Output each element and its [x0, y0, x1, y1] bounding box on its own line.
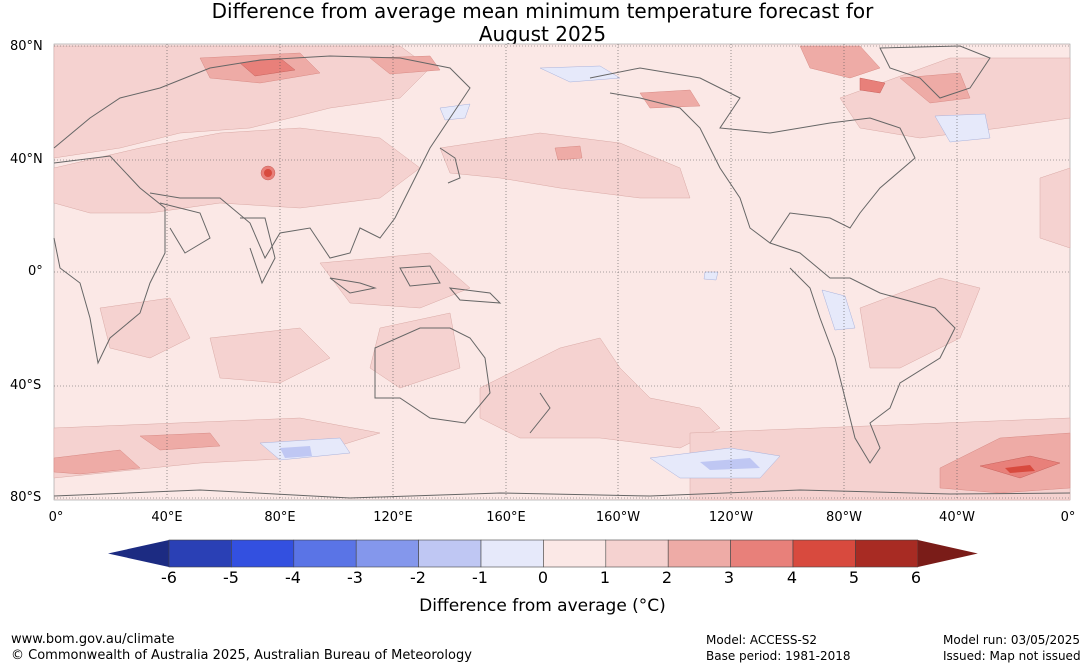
colorbar-tick: -6 — [161, 568, 177, 587]
map-area: 80°N 40°N 0° 40°S 80°S 0° 40°E 80°E 120°… — [0, 38, 1085, 528]
anomaly-4-5-regions — [264, 169, 1035, 473]
lat-label-40n: 40°N — [10, 152, 43, 167]
colorbar-cell — [355, 539, 419, 568]
colorbar-tick: 5 — [848, 568, 860, 587]
map-title: Difference from average mean minimum tem… — [0, 0, 1085, 46]
colorbar-cell — [855, 539, 919, 568]
footer-model: Model: ACCESS-S2 — [706, 633, 818, 647]
colorbar-tick: 1 — [599, 568, 611, 587]
footer-base-period: Base period: 1981-2018 — [706, 649, 851, 663]
footer-model-run: Model run: 03/05/2025 — [943, 633, 1081, 647]
coastlines — [53, 45, 1071, 499]
lon-label-80w: 80°W — [826, 510, 862, 525]
footer-issued: Issued: Map not issued — [943, 649, 1081, 663]
colorbar-cell — [418, 539, 482, 568]
graticule — [54, 44, 1070, 500]
colorbar-cell — [730, 539, 794, 568]
colorbar-tick: 6 — [910, 568, 922, 587]
lat-label-80n: 80°N — [10, 39, 43, 54]
colorbar-tick: 3 — [723, 568, 735, 587]
colorbar-tick: -4 — [285, 568, 301, 587]
lon-label-40w: 40°W — [939, 510, 975, 525]
colorbar-cell — [480, 539, 544, 568]
colorbar-cell — [231, 539, 295, 568]
colorbar-cell — [667, 539, 731, 568]
colorbar-tick: -3 — [347, 568, 363, 587]
lon-label-120e: 120°E — [373, 510, 413, 525]
colorbar-cell — [792, 539, 856, 568]
footer-website: www.bom.gov.au/climate — [11, 632, 175, 647]
colorbar-label: Difference from average (°C) — [419, 596, 666, 616]
colorbar-tick: 2 — [661, 568, 673, 587]
lon-label-0-west: 0° — [48, 510, 64, 525]
colorbar-tick: -2 — [410, 568, 426, 587]
lon-label-0-east: 0° — [1060, 510, 1076, 525]
footer-copyright: © Commonwealth of Australia 2025, Austra… — [11, 648, 472, 663]
lon-label-40e: 40°E — [151, 510, 183, 525]
colorbar — [108, 539, 978, 568]
colorbar-cell — [543, 539, 607, 568]
lat-label-40s: 40°S — [10, 378, 42, 393]
lon-label-80e: 80°E — [264, 510, 296, 525]
title-line-1: Difference from average mean minimum tem… — [211, 0, 874, 23]
lon-label-160w: 160°W — [595, 510, 641, 525]
colorbar-extend-low — [108, 540, 169, 567]
lon-label-160e: 160°E — [486, 510, 526, 525]
lat-label-80s: 80°S — [10, 490, 42, 505]
colorbar-cell — [168, 539, 232, 568]
anomaly-neg-2-1-regions — [280, 446, 760, 470]
colorbar-tick: 4 — [786, 568, 798, 587]
temperature-anomaly-map — [53, 43, 1071, 501]
colorbar-extend-high — [917, 540, 978, 567]
lat-label-0: 0° — [28, 264, 43, 279]
colorbar-cell — [605, 539, 669, 568]
colorbar-tick: -5 — [223, 568, 239, 587]
title-line-2: August 2025 — [478, 22, 607, 46]
lon-label-120w: 120°W — [708, 510, 754, 525]
colorbar-tick: -1 — [472, 568, 488, 587]
colorbar-cell — [293, 539, 357, 568]
colorbar-tick: 0 — [537, 568, 549, 587]
